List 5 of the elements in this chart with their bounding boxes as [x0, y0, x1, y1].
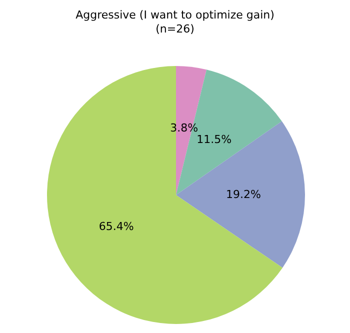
- data-label: 19.2%: [226, 188, 261, 202]
- data-label: 3.8%: [170, 121, 198, 134]
- data-label: 65.4%: [98, 220, 134, 234]
- chart-title: Aggressive (I want to optimize gain) (n=26): [76, 8, 274, 36]
- data-label: 11.5%: [196, 132, 232, 146]
